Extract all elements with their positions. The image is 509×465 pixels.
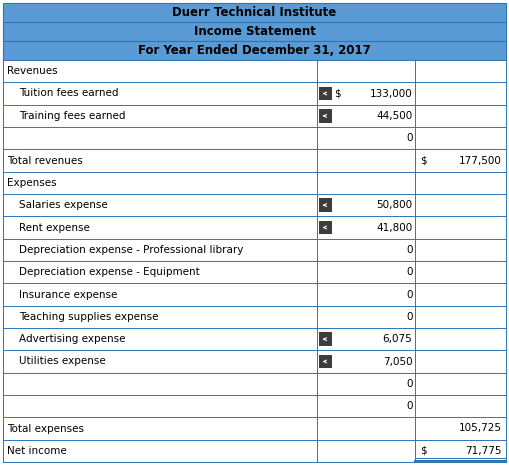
Text: Teaching supplies expense: Teaching supplies expense — [19, 312, 158, 322]
Text: Total expenses: Total expenses — [7, 424, 84, 433]
Bar — [319, 355, 332, 368]
Text: 0: 0 — [406, 290, 412, 299]
Text: Tuition fees earned: Tuition fees earned — [19, 88, 119, 99]
Text: Training fees earned: Training fees earned — [19, 111, 126, 121]
Bar — [319, 199, 332, 212]
Text: For Year Ended December 31, 2017: For Year Ended December 31, 2017 — [138, 44, 371, 57]
Bar — [3, 328, 506, 350]
Bar — [3, 127, 506, 149]
Text: 0: 0 — [406, 133, 412, 143]
Text: Depreciation expense - Equipment: Depreciation expense - Equipment — [19, 267, 200, 277]
Bar — [3, 417, 506, 440]
Bar — [319, 87, 332, 100]
Bar — [3, 149, 506, 172]
Bar — [3, 395, 506, 417]
Bar — [3, 194, 506, 216]
Text: $: $ — [420, 446, 427, 456]
Text: Utilities expense: Utilities expense — [19, 357, 106, 366]
Text: Total revenues: Total revenues — [7, 155, 83, 166]
Bar — [3, 60, 506, 82]
Text: 41,800: 41,800 — [376, 222, 412, 232]
Text: Net income: Net income — [7, 446, 67, 456]
Text: 71,775: 71,775 — [466, 446, 502, 456]
Text: 7,050: 7,050 — [383, 357, 412, 366]
Text: $: $ — [420, 155, 427, 166]
Text: 44,500: 44,500 — [376, 111, 412, 121]
Bar — [3, 283, 506, 306]
Text: Duerr Technical Institute: Duerr Technical Institute — [173, 6, 336, 19]
Text: Depreciation expense - Professional library: Depreciation expense - Professional libr… — [19, 245, 243, 255]
Bar — [3, 172, 506, 194]
Text: 0: 0 — [406, 245, 412, 255]
Bar — [3, 41, 506, 60]
Bar — [3, 22, 506, 41]
Text: 0: 0 — [406, 401, 412, 411]
Bar — [3, 105, 506, 127]
Text: Advertising expense: Advertising expense — [19, 334, 126, 344]
Bar — [319, 109, 332, 123]
Text: 0: 0 — [406, 267, 412, 277]
Bar — [3, 239, 506, 261]
Text: 105,725: 105,725 — [459, 424, 502, 433]
Text: 0: 0 — [406, 379, 412, 389]
Text: Salaries expense: Salaries expense — [19, 200, 108, 210]
Text: Income Statement: Income Statement — [193, 25, 316, 38]
Text: Revenues: Revenues — [7, 66, 58, 76]
Text: 50,800: 50,800 — [376, 200, 412, 210]
Bar — [3, 372, 506, 395]
Text: Insurance expense: Insurance expense — [19, 290, 118, 299]
Bar — [319, 332, 332, 346]
Bar — [3, 350, 506, 372]
Bar — [3, 216, 506, 239]
Text: Expenses: Expenses — [7, 178, 56, 188]
Bar — [3, 82, 506, 105]
Bar — [319, 221, 332, 234]
Text: 133,000: 133,000 — [370, 88, 412, 99]
Bar — [3, 306, 506, 328]
Text: Rent expense: Rent expense — [19, 222, 90, 232]
Text: 6,075: 6,075 — [383, 334, 412, 344]
Bar — [3, 261, 506, 283]
Bar — [3, 3, 506, 22]
Text: $: $ — [334, 88, 341, 99]
Text: 177,500: 177,500 — [459, 155, 502, 166]
Text: 0: 0 — [406, 312, 412, 322]
Bar — [3, 440, 506, 462]
